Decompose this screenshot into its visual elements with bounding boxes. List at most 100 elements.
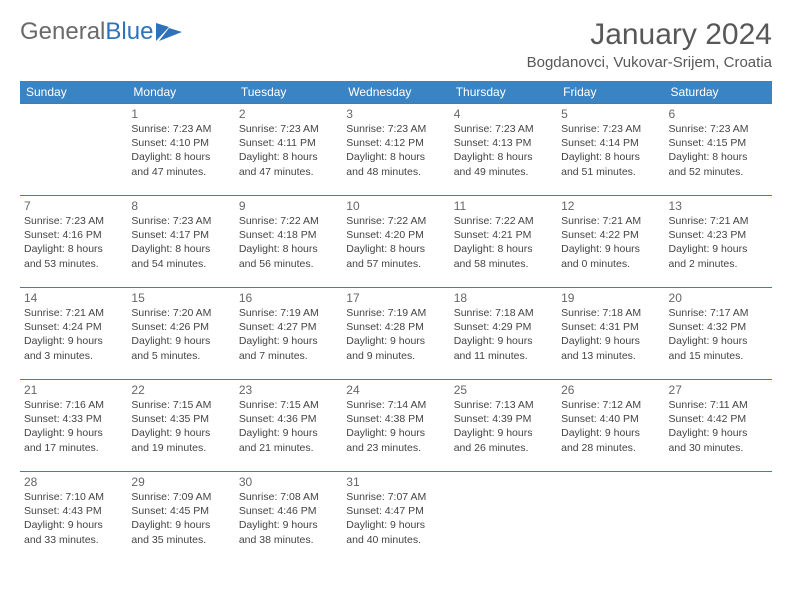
sunrise-text: Sunrise: 7:23 AM <box>561 122 660 136</box>
calendar-day-cell: 20Sunrise: 7:17 AMSunset: 4:32 PMDayligh… <box>665 288 772 380</box>
calendar-day-cell: 1Sunrise: 7:23 AMSunset: 4:10 PMDaylight… <box>127 104 234 196</box>
day-number: 7 <box>24 199 123 213</box>
sunrise-text: Sunrise: 7:23 AM <box>131 214 230 228</box>
sunrise-text: Sunrise: 7:21 AM <box>669 214 768 228</box>
daylight-text: Daylight: 9 hours <box>239 426 338 440</box>
sunrise-text: Sunrise: 7:18 AM <box>561 306 660 320</box>
day-number: 20 <box>669 291 768 305</box>
daylight-text: Daylight: 9 hours <box>131 334 230 348</box>
daylight-text: and 57 minutes. <box>346 257 445 271</box>
daylight-text: Daylight: 8 hours <box>454 242 553 256</box>
day-number: 3 <box>346 107 445 121</box>
sunset-text: Sunset: 4:36 PM <box>239 412 338 426</box>
calendar-day-cell: 31Sunrise: 7:07 AMSunset: 4:47 PMDayligh… <box>342 472 449 564</box>
sunset-text: Sunset: 4:13 PM <box>454 136 553 150</box>
calendar-week-row: 21Sunrise: 7:16 AMSunset: 4:33 PMDayligh… <box>20 380 772 472</box>
calendar-day-cell: 10Sunrise: 7:22 AMSunset: 4:20 PMDayligh… <box>342 196 449 288</box>
sunrise-text: Sunrise: 7:19 AM <box>346 306 445 320</box>
sunset-text: Sunset: 4:27 PM <box>239 320 338 334</box>
calendar-day-cell: 16Sunrise: 7:19 AMSunset: 4:27 PMDayligh… <box>235 288 342 380</box>
daylight-text: and 9 minutes. <box>346 349 445 363</box>
daylight-text: and 53 minutes. <box>24 257 123 271</box>
calendar-day-cell: 15Sunrise: 7:20 AMSunset: 4:26 PMDayligh… <box>127 288 234 380</box>
day-number: 31 <box>346 475 445 489</box>
daylight-text: Daylight: 9 hours <box>131 426 230 440</box>
month-title: January 2024 <box>527 18 772 52</box>
sunrise-text: Sunrise: 7:13 AM <box>454 398 553 412</box>
sunrise-text: Sunrise: 7:15 AM <box>239 398 338 412</box>
daylight-text: and 11 minutes. <box>454 349 553 363</box>
day-number: 28 <box>24 475 123 489</box>
sunset-text: Sunset: 4:16 PM <box>24 228 123 242</box>
logo-text-blue: Blue <box>105 18 153 46</box>
sunrise-text: Sunrise: 7:22 AM <box>454 214 553 228</box>
sunset-text: Sunset: 4:17 PM <box>131 228 230 242</box>
daylight-text: and 40 minutes. <box>346 533 445 547</box>
sunset-text: Sunset: 4:38 PM <box>346 412 445 426</box>
day-number: 1 <box>131 107 230 121</box>
daylight-text: Daylight: 9 hours <box>454 426 553 440</box>
day-number: 12 <box>561 199 660 213</box>
day-number: 10 <box>346 199 445 213</box>
logo-flag-icon <box>155 21 183 43</box>
day-number: 23 <box>239 383 338 397</box>
sunset-text: Sunset: 4:46 PM <box>239 504 338 518</box>
calendar-day-cell: 28Sunrise: 7:10 AMSunset: 4:43 PMDayligh… <box>20 472 127 564</box>
logo: GeneralBlue <box>20 18 183 46</box>
daylight-text: and 51 minutes. <box>561 165 660 179</box>
daylight-text: Daylight: 9 hours <box>131 518 230 532</box>
day-number: 21 <box>24 383 123 397</box>
calendar-day-cell <box>665 472 772 564</box>
day-header: Monday <box>127 81 234 104</box>
daylight-text: Daylight: 9 hours <box>669 334 768 348</box>
logo-text-gray: General <box>20 18 105 46</box>
day-header: Sunday <box>20 81 127 104</box>
daylight-text: Daylight: 9 hours <box>24 334 123 348</box>
sunset-text: Sunset: 4:47 PM <box>346 504 445 518</box>
sunset-text: Sunset: 4:43 PM <box>24 504 123 518</box>
sunrise-text: Sunrise: 7:23 AM <box>24 214 123 228</box>
calendar-day-cell: 18Sunrise: 7:18 AMSunset: 4:29 PMDayligh… <box>450 288 557 380</box>
calendar-day-cell: 4Sunrise: 7:23 AMSunset: 4:13 PMDaylight… <box>450 104 557 196</box>
calendar-day-cell: 27Sunrise: 7:11 AMSunset: 4:42 PMDayligh… <box>665 380 772 472</box>
daylight-text: and 13 minutes. <box>561 349 660 363</box>
sunrise-text: Sunrise: 7:21 AM <box>24 306 123 320</box>
calendar-day-cell: 7Sunrise: 7:23 AMSunset: 4:16 PMDaylight… <box>20 196 127 288</box>
sunset-text: Sunset: 4:39 PM <box>454 412 553 426</box>
sunrise-text: Sunrise: 7:23 AM <box>346 122 445 136</box>
daylight-text: and 54 minutes. <box>131 257 230 271</box>
sunrise-text: Sunrise: 7:11 AM <box>669 398 768 412</box>
daylight-text: and 21 minutes. <box>239 441 338 455</box>
sunset-text: Sunset: 4:23 PM <box>669 228 768 242</box>
daylight-text: Daylight: 9 hours <box>346 426 445 440</box>
daylight-text: and 33 minutes. <box>24 533 123 547</box>
sunset-text: Sunset: 4:22 PM <box>561 228 660 242</box>
daylight-text: Daylight: 9 hours <box>669 426 768 440</box>
sunset-text: Sunset: 4:15 PM <box>669 136 768 150</box>
day-header: Wednesday <box>342 81 449 104</box>
daylight-text: and 2 minutes. <box>669 257 768 271</box>
day-number: 6 <box>669 107 768 121</box>
daylight-text: and 47 minutes. <box>239 165 338 179</box>
calendar-week-row: 28Sunrise: 7:10 AMSunset: 4:43 PMDayligh… <box>20 472 772 564</box>
sunset-text: Sunset: 4:40 PM <box>561 412 660 426</box>
sunrise-text: Sunrise: 7:16 AM <box>24 398 123 412</box>
sunset-text: Sunset: 4:26 PM <box>131 320 230 334</box>
day-number: 29 <box>131 475 230 489</box>
daylight-text: Daylight: 8 hours <box>669 150 768 164</box>
day-header: Thursday <box>450 81 557 104</box>
sunrise-text: Sunrise: 7:08 AM <box>239 490 338 504</box>
daylight-text: and 19 minutes. <box>131 441 230 455</box>
daylight-text: Daylight: 8 hours <box>346 150 445 164</box>
sunset-text: Sunset: 4:20 PM <box>346 228 445 242</box>
calendar-day-cell: 3Sunrise: 7:23 AMSunset: 4:12 PMDaylight… <box>342 104 449 196</box>
day-number: 16 <box>239 291 338 305</box>
daylight-text: Daylight: 9 hours <box>239 334 338 348</box>
title-block: January 2024 Bogdanovci, Vukovar-Srijem,… <box>527 18 772 71</box>
location-text: Bogdanovci, Vukovar-Srijem, Croatia <box>527 54 772 71</box>
daylight-text: and 47 minutes. <box>131 165 230 179</box>
sunrise-text: Sunrise: 7:23 AM <box>454 122 553 136</box>
daylight-text: Daylight: 9 hours <box>669 242 768 256</box>
day-number: 17 <box>346 291 445 305</box>
day-number: 8 <box>131 199 230 213</box>
